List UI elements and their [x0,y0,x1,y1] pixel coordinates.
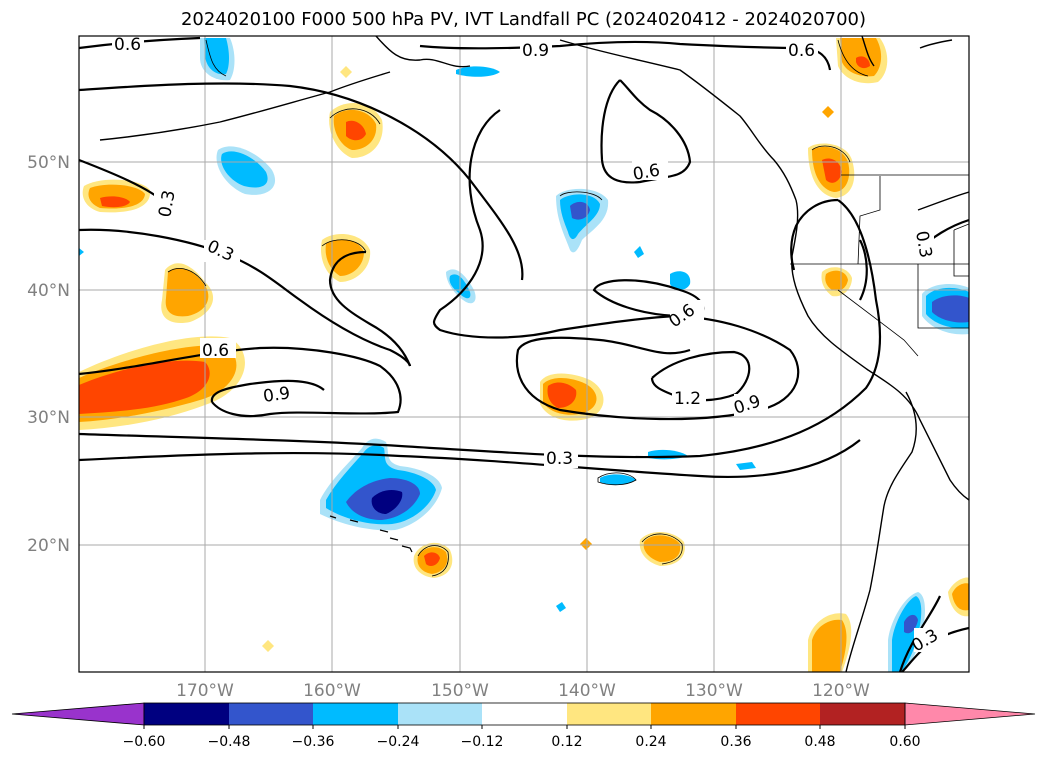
lon-label: 120°W [812,681,870,701]
contour-label: 0.3 [155,189,179,219]
colorbar-tick-label: 0.60 [889,734,920,750]
colorbar-extend-low [11,702,145,726]
colorbar-tick-label: 0.48 [804,734,835,750]
lat-label: 40°N [27,281,70,301]
colorbar-tick-label: 0.36 [720,734,751,750]
contour-label: 0.6 [114,35,141,55]
lon-label: 170°W [176,681,234,701]
lon-label: 160°W [303,681,361,701]
state-borders [790,174,969,357]
contour-label: 0.9 [262,383,292,407]
shading-outlines [167,39,869,577]
map-frame [78,35,970,673]
colorbar-segment [313,703,398,725]
colorbar-tick-label: −0.24 [377,734,420,750]
colorbar-tick-label: −0.60 [123,734,166,750]
islands [329,515,413,553]
lat-label: 20°N [27,536,70,556]
lat-label: 50°N [27,153,70,173]
colorbar-segment [820,703,905,725]
lon-label: 130°W [685,681,743,701]
longitude-labels: 170°W 160°W 150°W 140°W 130°W 120°W [176,681,870,701]
map-title: 2024020100 F000 500 hPa PV, IVT Landfall… [180,9,867,30]
colorbar: −0.60 −0.48 −0.36 −0.24 −0.12 0.12 0.24 … [11,702,1036,750]
colorbar-segment [144,703,229,725]
contour-label: 0.6 [788,41,815,61]
contour-label: 0.6 [631,161,661,185]
colorbar-segment [736,703,820,725]
lat-label: 30°N [27,408,70,428]
contour-labels: 0.6 0.9 0.6 0.3 0.3 0.6 0.6 0.3 0.6 0.9 … [112,34,948,656]
colorbar-tick-label: 0.24 [635,734,666,750]
colorbar-segment [229,703,313,725]
colorbar-segment [651,703,736,725]
colorbar-tick-label: −0.36 [292,734,335,750]
colorbar-extend-high [904,702,1036,726]
colorbar-tick-label: −0.48 [208,734,251,750]
colorbar-tick-label: −0.12 [461,734,504,750]
contour-label: 1.2 [674,389,701,409]
colorbar-tick-label: 0.12 [551,734,582,750]
colorbar-segment [567,703,651,725]
contour-label: 0.9 [522,41,549,61]
lon-label: 150°W [431,681,489,701]
contour-label: 0.3 [911,229,935,259]
contour-label: 0.3 [546,449,573,469]
colorbar-segment [482,703,567,725]
lon-label: 140°W [558,681,616,701]
pv-anomaly-shading [79,38,969,672]
contour-label: 0.6 [202,341,229,361]
colorbar-segment [398,703,482,725]
latitude-labels: 50°N 40°N 30°N 20°N [27,153,70,556]
